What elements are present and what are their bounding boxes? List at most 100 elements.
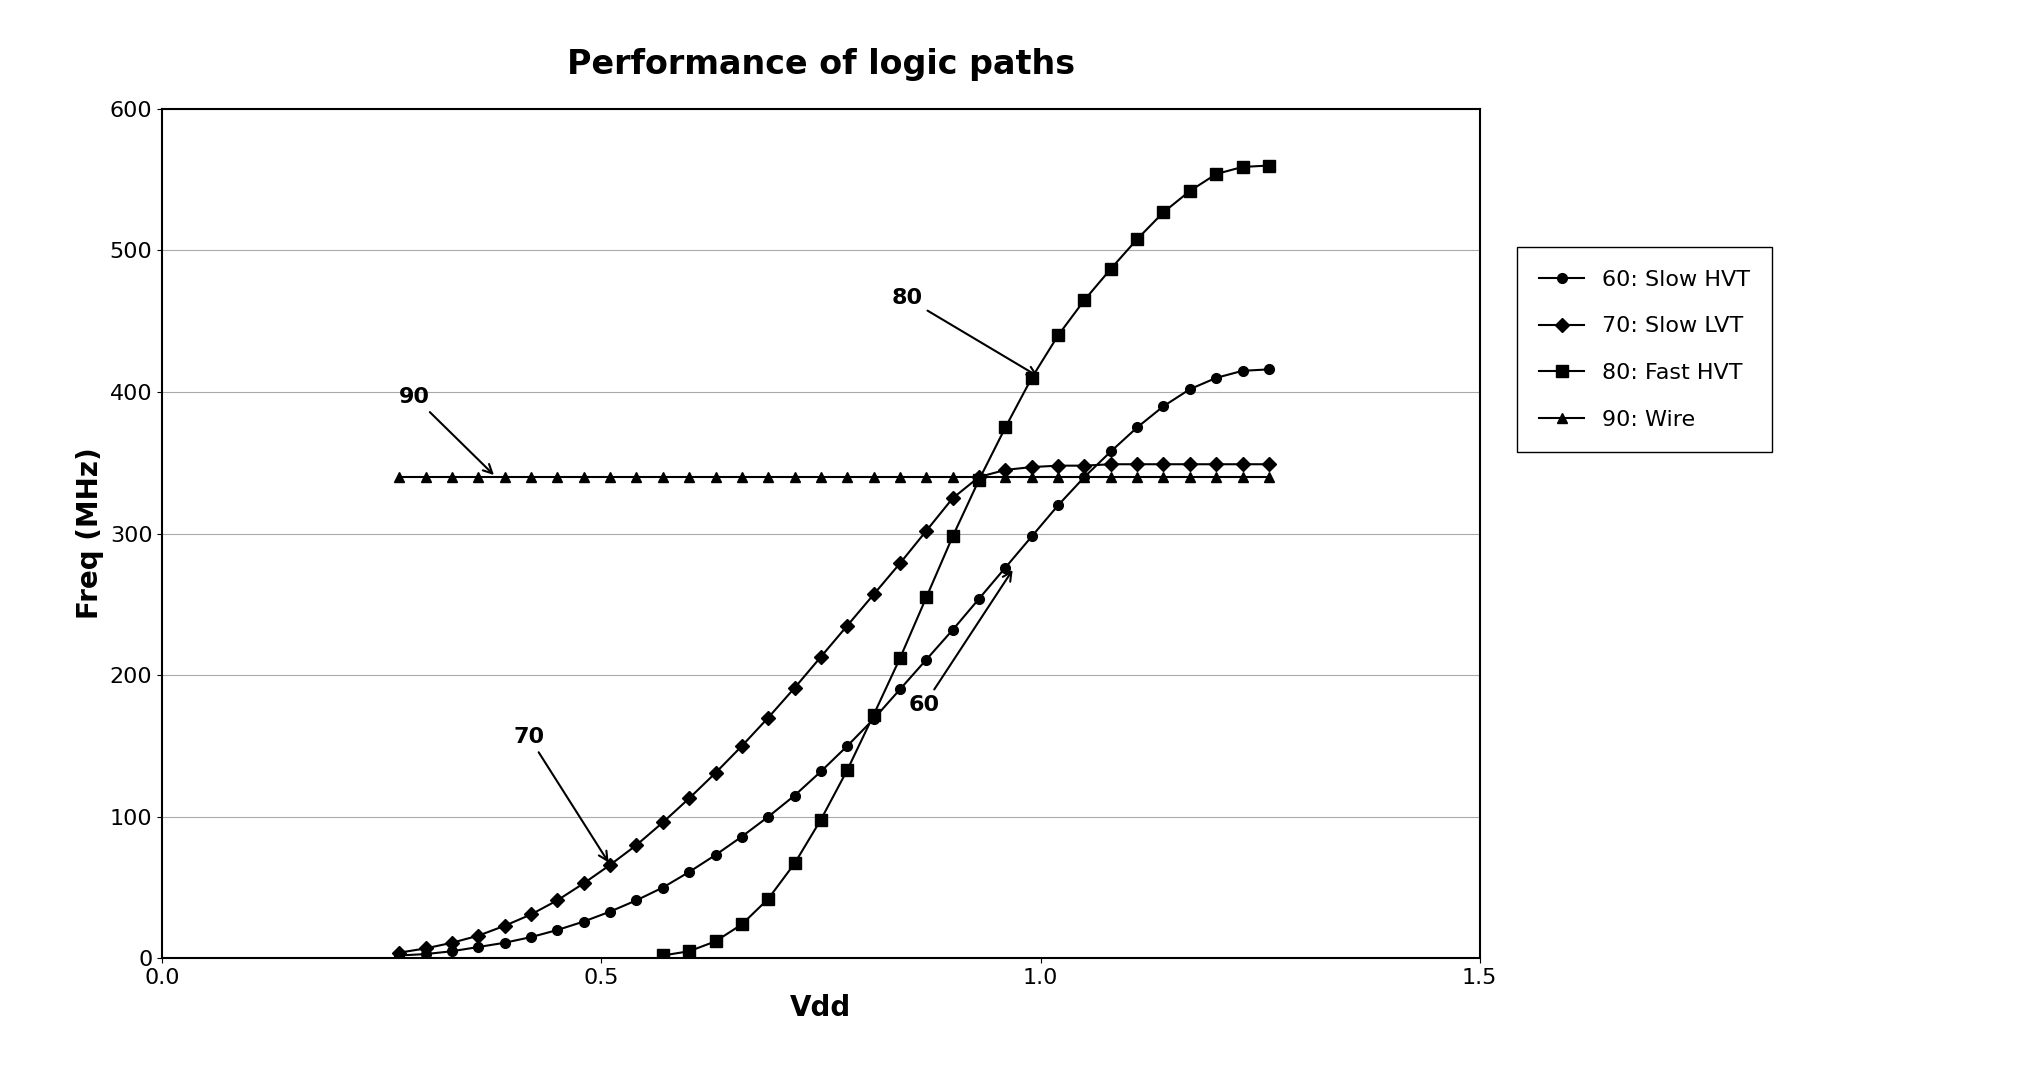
80: Fast HVT: (0.6, 5): Fast HVT: (0.6, 5) <box>677 944 701 958</box>
90: Wire: (0.6, 340): Wire: (0.6, 340) <box>677 470 701 484</box>
90: Wire: (1.17, 340): Wire: (1.17, 340) <box>1178 470 1202 484</box>
70: Slow LVT: (0.96, 345): Slow LVT: (0.96, 345) <box>993 463 1018 476</box>
70: Slow LVT: (0.27, 4): Slow LVT: (0.27, 4) <box>387 946 411 959</box>
60: Slow HVT: (0.9, 232): Slow HVT: (0.9, 232) <box>941 623 965 636</box>
60: Slow HVT: (1.17, 402): Slow HVT: (1.17, 402) <box>1178 382 1202 395</box>
70: Slow LVT: (1.08, 349): Slow LVT: (1.08, 349) <box>1099 457 1123 470</box>
90: Wire: (0.27, 340): Wire: (0.27, 340) <box>387 470 411 484</box>
Y-axis label: Freq (MHz): Freq (MHz) <box>77 448 103 620</box>
80: Fast HVT: (0.99, 410): Fast HVT: (0.99, 410) <box>1020 371 1044 384</box>
60: Slow HVT: (0.63, 73): Slow HVT: (0.63, 73) <box>703 848 728 861</box>
60: Slow HVT: (0.81, 169): Slow HVT: (0.81, 169) <box>861 712 886 725</box>
80: Fast HVT: (1.11, 508): Fast HVT: (1.11, 508) <box>1125 233 1149 246</box>
90: Wire: (0.54, 340): Wire: (0.54, 340) <box>624 470 649 484</box>
90: Wire: (0.39, 340): Wire: (0.39, 340) <box>493 470 517 484</box>
60: Slow HVT: (0.39, 11): Slow HVT: (0.39, 11) <box>493 937 517 950</box>
70: Slow LVT: (1.02, 348): Slow LVT: (1.02, 348) <box>1046 460 1070 473</box>
70: Slow LVT: (0.48, 53): Slow LVT: (0.48, 53) <box>572 877 596 890</box>
70: Slow LVT: (0.45, 41): Slow LVT: (0.45, 41) <box>545 894 570 907</box>
60: Slow HVT: (0.69, 100): Slow HVT: (0.69, 100) <box>756 810 780 823</box>
80: Fast HVT: (1.17, 542): Fast HVT: (1.17, 542) <box>1178 184 1202 197</box>
70: Slow LVT: (0.33, 11): Slow LVT: (0.33, 11) <box>440 937 464 950</box>
70: Slow LVT: (0.87, 302): Slow LVT: (0.87, 302) <box>914 524 939 537</box>
70: Slow LVT: (0.84, 279): Slow LVT: (0.84, 279) <box>888 556 912 570</box>
90: Wire: (0.33, 340): Wire: (0.33, 340) <box>440 470 464 484</box>
70: Slow LVT: (1.05, 348): Slow LVT: (1.05, 348) <box>1072 460 1097 473</box>
60: Slow HVT: (1.02, 320): Slow HVT: (1.02, 320) <box>1046 499 1070 512</box>
80: Fast HVT: (1.14, 527): Fast HVT: (1.14, 527) <box>1151 206 1176 219</box>
90: Wire: (0.42, 340): Wire: (0.42, 340) <box>519 470 543 484</box>
90: Wire: (0.87, 340): Wire: (0.87, 340) <box>914 470 939 484</box>
70: Slow LVT: (0.99, 347): Slow LVT: (0.99, 347) <box>1020 461 1044 474</box>
60: Slow HVT: (0.6, 61): Slow HVT: (0.6, 61) <box>677 866 701 879</box>
90: Wire: (0.72, 340): Wire: (0.72, 340) <box>782 470 807 484</box>
80: Fast HVT: (0.81, 172): Fast HVT: (0.81, 172) <box>861 708 886 721</box>
90: Wire: (0.9, 340): Wire: (0.9, 340) <box>941 470 965 484</box>
90: Wire: (0.78, 340): Wire: (0.78, 340) <box>835 470 859 484</box>
90: Wire: (0.99, 340): Wire: (0.99, 340) <box>1020 470 1044 484</box>
70: Slow LVT: (1.11, 349): Slow LVT: (1.11, 349) <box>1125 457 1149 470</box>
70: Slow LVT: (0.39, 23): Slow LVT: (0.39, 23) <box>493 919 517 932</box>
70: Slow LVT: (0.93, 340): Slow LVT: (0.93, 340) <box>967 470 991 484</box>
90: Wire: (0.36, 340): Wire: (0.36, 340) <box>466 470 491 484</box>
90: Wire: (1.05, 340): Wire: (1.05, 340) <box>1072 470 1097 484</box>
70: Slow LVT: (0.6, 113): Slow LVT: (0.6, 113) <box>677 792 701 805</box>
70: Slow LVT: (0.54, 80): Slow LVT: (0.54, 80) <box>624 839 649 852</box>
80: Fast HVT: (0.93, 338): Fast HVT: (0.93, 338) <box>967 474 991 487</box>
90: Wire: (1.23, 340): Wire: (1.23, 340) <box>1230 470 1255 484</box>
90: Wire: (1.2, 340): Wire: (1.2, 340) <box>1204 470 1228 484</box>
70: Slow LVT: (0.78, 235): Slow LVT: (0.78, 235) <box>835 619 859 632</box>
80: Fast HVT: (1.2, 554): Fast HVT: (1.2, 554) <box>1204 168 1228 181</box>
80: Fast HVT: (1.23, 559): Fast HVT: (1.23, 559) <box>1230 160 1255 173</box>
60: Slow HVT: (1.26, 416): Slow HVT: (1.26, 416) <box>1257 363 1281 376</box>
70: Slow LVT: (0.69, 170): Slow LVT: (0.69, 170) <box>756 711 780 724</box>
90: Wire: (0.45, 340): Wire: (0.45, 340) <box>545 470 570 484</box>
80: Fast HVT: (0.96, 375): Fast HVT: (0.96, 375) <box>993 420 1018 433</box>
90: Wire: (0.48, 340): Wire: (0.48, 340) <box>572 470 596 484</box>
60: Slow HVT: (0.36, 8): Slow HVT: (0.36, 8) <box>466 941 491 954</box>
80: Fast HVT: (0.84, 212): Fast HVT: (0.84, 212) <box>888 651 912 664</box>
70: Slow LVT: (0.9, 325): Slow LVT: (0.9, 325) <box>941 492 965 505</box>
Title: Performance of logic paths: Performance of logic paths <box>568 48 1074 82</box>
90: Wire: (0.75, 340): Wire: (0.75, 340) <box>809 470 833 484</box>
60: Slow HVT: (0.42, 15): Slow HVT: (0.42, 15) <box>519 930 543 943</box>
70: Slow LVT: (0.72, 191): Slow LVT: (0.72, 191) <box>782 682 807 695</box>
90: Wire: (0.3, 340): Wire: (0.3, 340) <box>414 470 438 484</box>
Text: 80: 80 <box>892 289 1036 376</box>
90: Wire: (0.57, 340): Wire: (0.57, 340) <box>651 470 675 484</box>
70: Slow LVT: (0.57, 96): Slow LVT: (0.57, 96) <box>651 816 675 829</box>
90: Wire: (1.02, 340): Wire: (1.02, 340) <box>1046 470 1070 484</box>
60: Slow HVT: (0.87, 211): Slow HVT: (0.87, 211) <box>914 653 939 666</box>
90: Wire: (0.69, 340): Wire: (0.69, 340) <box>756 470 780 484</box>
60: Slow HVT: (0.96, 276): Slow HVT: (0.96, 276) <box>993 561 1018 574</box>
70: Slow LVT: (0.36, 16): Slow LVT: (0.36, 16) <box>466 929 491 942</box>
90: Wire: (0.96, 340): Wire: (0.96, 340) <box>993 470 1018 484</box>
60: Slow HVT: (0.93, 254): Slow HVT: (0.93, 254) <box>967 592 991 605</box>
60: Slow HVT: (0.66, 86): Slow HVT: (0.66, 86) <box>730 830 754 843</box>
70: Slow LVT: (0.3, 7): Slow LVT: (0.3, 7) <box>414 942 438 955</box>
60: Slow HVT: (0.72, 115): Slow HVT: (0.72, 115) <box>782 788 807 802</box>
80: Fast HVT: (0.72, 67): Fast HVT: (0.72, 67) <box>782 857 807 870</box>
80: Fast HVT: (1.02, 440): Fast HVT: (1.02, 440) <box>1046 329 1070 342</box>
80: Fast HVT: (1.26, 560): Fast HVT: (1.26, 560) <box>1257 159 1281 172</box>
Line: 70: Slow LVT: 70: Slow LVT <box>395 460 1273 957</box>
60: Slow HVT: (0.27, 2): Slow HVT: (0.27, 2) <box>387 949 411 962</box>
70: Slow LVT: (0.75, 213): Slow LVT: (0.75, 213) <box>809 650 833 663</box>
80: Fast HVT: (0.87, 255): Fast HVT: (0.87, 255) <box>914 590 939 603</box>
70: Slow LVT: (1.2, 349): Slow LVT: (1.2, 349) <box>1204 457 1228 470</box>
Text: 60: 60 <box>908 572 1011 714</box>
60: Slow HVT: (0.57, 50): Slow HVT: (0.57, 50) <box>651 881 675 894</box>
Line: 80: Fast HVT: 80: Fast HVT <box>657 160 1275 962</box>
60: Slow HVT: (0.33, 5): Slow HVT: (0.33, 5) <box>440 944 464 958</box>
90: Wire: (0.81, 340): Wire: (0.81, 340) <box>861 470 886 484</box>
80: Fast HVT: (0.75, 98): Fast HVT: (0.75, 98) <box>809 813 833 827</box>
80: Fast HVT: (1.05, 465): Fast HVT: (1.05, 465) <box>1072 293 1097 306</box>
Line: 60: Slow HVT: 60: Slow HVT <box>395 365 1273 960</box>
60: Slow HVT: (0.75, 132): Slow HVT: (0.75, 132) <box>809 764 833 778</box>
80: Fast HVT: (0.57, 2): Fast HVT: (0.57, 2) <box>651 949 675 962</box>
Text: 70: 70 <box>513 727 608 860</box>
80: Fast HVT: (0.63, 12): Fast HVT: (0.63, 12) <box>703 934 728 947</box>
60: Slow HVT: (0.51, 33): Slow HVT: (0.51, 33) <box>598 905 622 918</box>
90: Wire: (0.66, 340): Wire: (0.66, 340) <box>730 470 754 484</box>
70: Slow LVT: (1.23, 349): Slow LVT: (1.23, 349) <box>1230 457 1255 470</box>
